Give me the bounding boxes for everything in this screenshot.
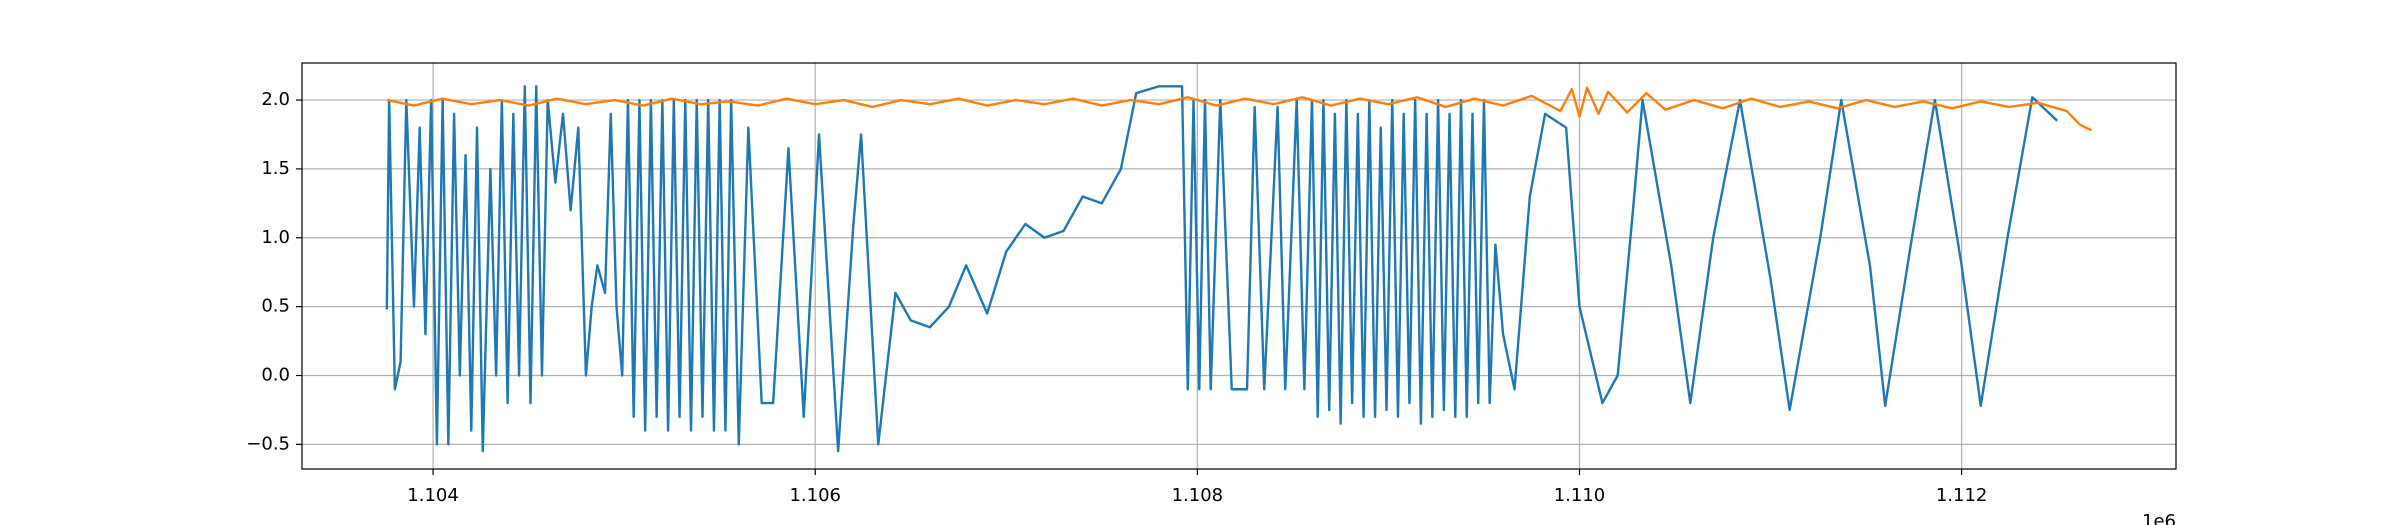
x-tick-label: 1.108	[1172, 485, 1224, 506]
y-tick-label: 1.0	[261, 227, 290, 248]
y-tick-label: 2.0	[261, 89, 290, 110]
x-offset-label: 1e6	[2142, 511, 2176, 525]
plot-frame	[301, 62, 2177, 470]
series-line	[385, 85, 2058, 453]
y-tick-label: −0.5	[246, 433, 290, 454]
y-tick-label: 0.0	[261, 364, 290, 385]
series-line	[386, 86, 2093, 132]
x-tick-label: 1.112	[1936, 485, 1988, 506]
x-tick-label: 1.106	[789, 485, 841, 506]
series-layer	[385, 85, 2093, 453]
y-tick-label: 0.5	[261, 296, 290, 317]
x-tick-label: 1.110	[1554, 485, 1606, 506]
y-tick-label: 1.5	[261, 158, 290, 179]
x-tick-label: 1.104	[407, 485, 459, 506]
tick-layer: 1.104 1.106 1.108 1.110 1.112 −0.5 0.0 0.5 1.0 1.…	[246, 89, 1987, 506]
